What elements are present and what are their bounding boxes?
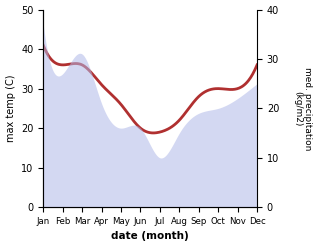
Y-axis label: med. precipitation
(kg/m2): med. precipitation (kg/m2) — [293, 67, 313, 150]
X-axis label: date (month): date (month) — [111, 231, 189, 242]
Y-axis label: max temp (C): max temp (C) — [5, 75, 16, 142]
